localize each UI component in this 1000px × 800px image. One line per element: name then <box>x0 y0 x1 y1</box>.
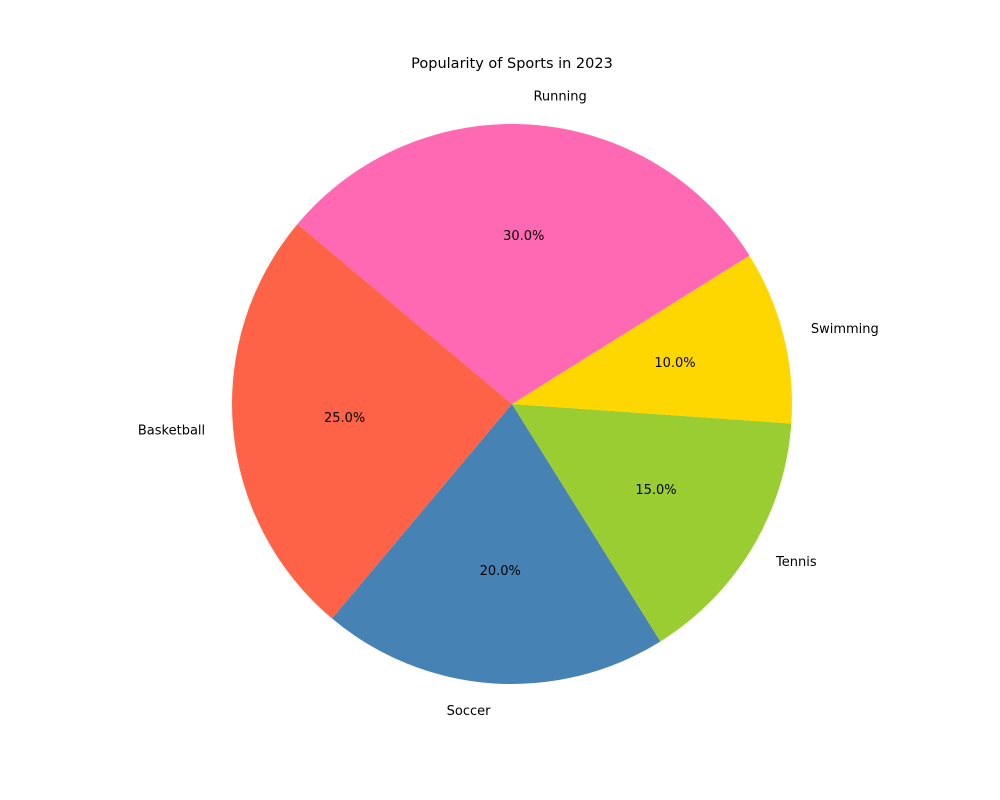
slice-label-running: Running <box>533 89 586 104</box>
pie-labels: Basketball 25.0% Soccer 20.0% Tennis 15.0% Swi… <box>138 89 879 719</box>
chart-title: Popularity of Sports in 2023 <box>411 56 613 72</box>
pie-slice-soccer <box>332 404 661 684</box>
slice-label-swimming: Swimming <box>811 322 879 337</box>
slice-label-basketball: Basketball <box>138 423 205 438</box>
slice-percent-swimming: 10.0% <box>654 356 695 371</box>
pie-slice-tennis <box>512 404 792 642</box>
pie-slice-basketball <box>232 224 512 619</box>
slice-percent-soccer: 20.0% <box>480 564 521 579</box>
slice-label-tennis: Tennis <box>775 555 817 570</box>
pie-slice-swimming <box>512 255 793 424</box>
slice-percent-running: 30.0% <box>503 229 544 244</box>
pie-slice-running <box>297 124 750 404</box>
slice-label-soccer: Soccer <box>447 704 491 719</box>
slice-percent-tennis: 15.0% <box>635 483 676 498</box>
pie-slices <box>232 124 793 684</box>
slice-percent-basketball: 25.0% <box>324 411 365 426</box>
